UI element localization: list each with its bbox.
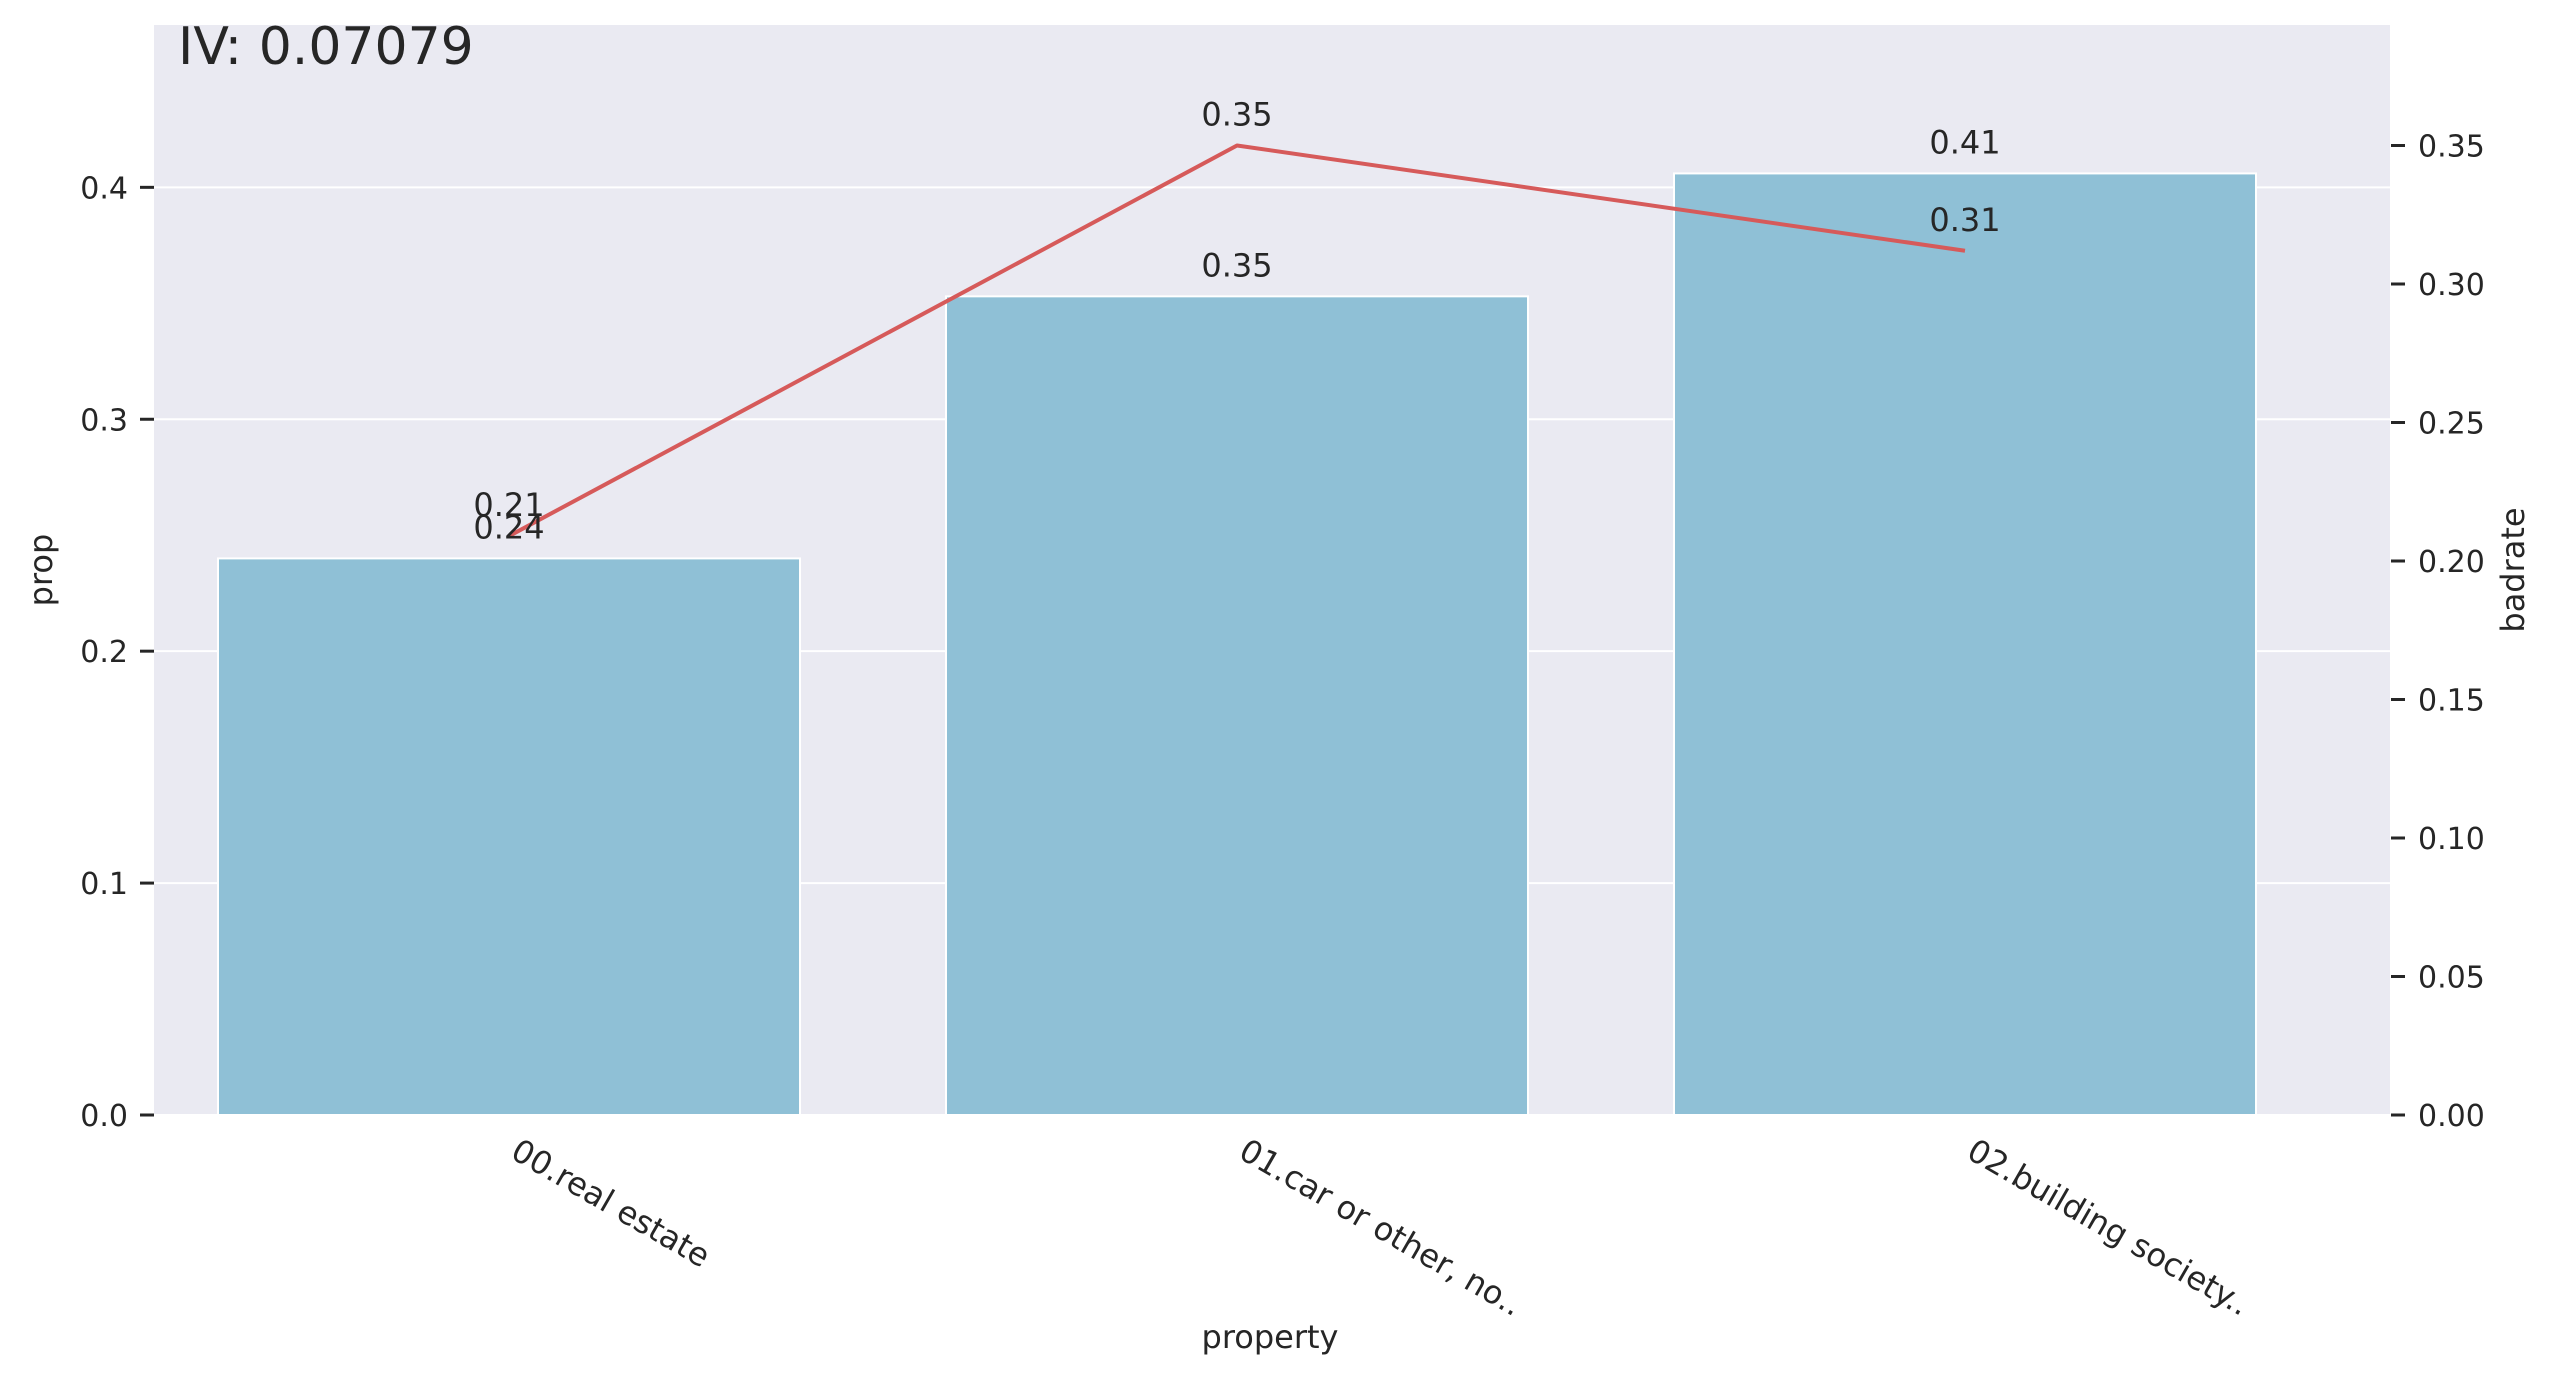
y2-axis-title: badrate: [2494, 507, 2532, 632]
category-label: 01.car or other, no..: [1233, 1131, 1529, 1324]
left-tick-label: 0.0: [80, 1099, 128, 1134]
left-tick-label: 0.4: [80, 171, 128, 206]
right-tick-label: 0.25: [2418, 406, 2485, 441]
badrate-value-label: 0.31: [1929, 201, 2000, 239]
left-tick-label: 0.3: [80, 403, 128, 438]
right-tick-label: 0.30: [2418, 268, 2485, 303]
y-axis-title: prop: [22, 534, 60, 607]
x-axis: 00.real estate 01.car or other, no.. 02.bu…: [505, 1131, 2256, 1324]
bar-2: [945, 295, 1529, 1116]
right-tick-label: 0.15: [2418, 683, 2485, 718]
badrate-value-label: 0.21: [473, 486, 544, 524]
bar-3: [1673, 172, 2257, 1116]
category-label: 02.building society..: [1961, 1131, 2256, 1323]
left-tick-label: 0.2: [80, 635, 128, 670]
bar-1: [217, 557, 801, 1116]
bar-value-label: 0.24: [473, 508, 544, 546]
badrate-value-label: 0.35: [1201, 95, 1272, 133]
right-tick-label: 0.00: [2418, 1099, 2485, 1134]
category-label: 00.real estate: [505, 1131, 717, 1275]
right-tick-label: 0.20: [2418, 545, 2485, 580]
badrate-line: [508, 143, 1966, 538]
bar-value-label: 0.35: [1201, 246, 1272, 284]
data-labels: 0.24 0.35 0.41 0.21 0.35 0.31: [473, 95, 2000, 546]
right-tick-label: 0.05: [2418, 960, 2485, 995]
bar-value-label: 0.41: [1929, 123, 2000, 161]
right-tick-label: 0.10: [2418, 822, 2485, 857]
x-axis-title: property: [1202, 1318, 1339, 1356]
chart-title: IV: 0.07079: [178, 17, 474, 77]
left-tick-label: 0.1: [80, 867, 128, 902]
right-tick-label: 0.35: [2418, 129, 2485, 164]
left-axis: 0.0 0.1 0.2 0.3 0.4: [80, 171, 154, 1134]
bars: [217, 172, 2257, 1116]
badrate-line-group: [508, 143, 1966, 538]
right-axis: 0.00 0.05 0.10 0.15 0.20 0.25 0.30 0.35: [2391, 129, 2485, 1134]
